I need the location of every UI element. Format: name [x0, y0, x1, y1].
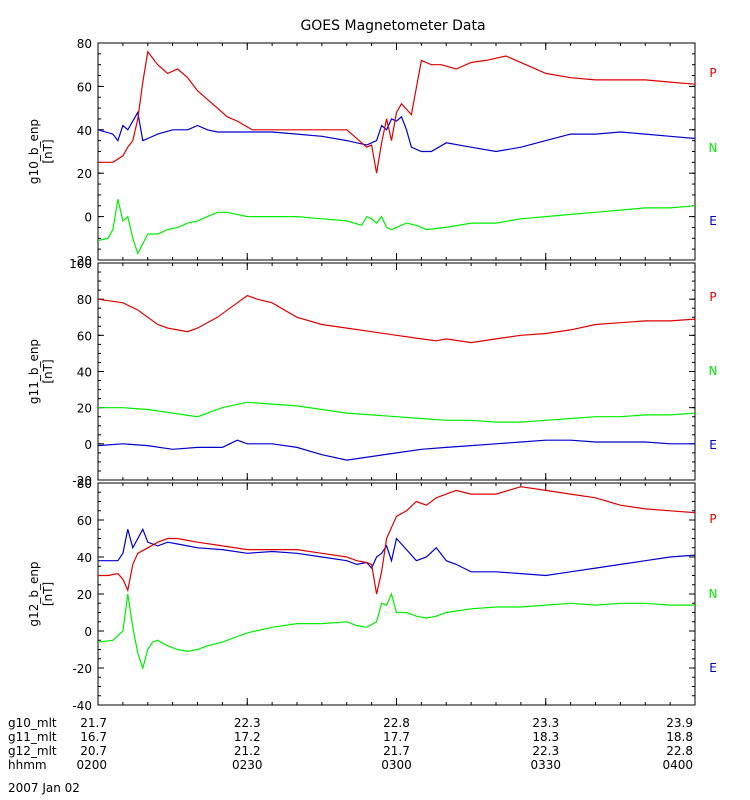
y-tick-label: 0 — [84, 438, 92, 452]
legend-E: E — [709, 214, 717, 228]
x-tick-label: 18.8 — [666, 730, 693, 744]
x-tick-label: 17.2 — [234, 730, 261, 744]
series-line-N — [98, 592, 695, 671]
y-tick-label: 80 — [77, 477, 92, 491]
x-tick-label: 21.7 — [80, 716, 107, 730]
y-tick-label: 100 — [69, 257, 92, 271]
x-row-label: g10_mlt — [8, 716, 57, 730]
x-tick-label: 21.7 — [383, 744, 410, 758]
legend-N: N — [709, 364, 718, 378]
x-tick-label: 23.9 — [666, 716, 693, 730]
chart-title: GOES Magnetometer Data — [300, 18, 485, 34]
y-tick-label: 0 — [84, 211, 92, 225]
x-tick-label: 20.7 — [80, 744, 107, 758]
y-tick-label: 0 — [84, 625, 92, 639]
y-tick-label: 60 — [77, 514, 92, 528]
y-axis-label: g12_b_enp — [27, 561, 41, 626]
legend-P: P — [709, 66, 716, 80]
x-axis-table: g10_mlt 21.7 22.3 22.8 23.3 23.9 g11_mlt 16.7 17… — [8, 716, 693, 772]
series-line-E — [98, 439, 695, 461]
series-line-P — [98, 486, 695, 595]
panel-2: -20 0 20 40 60 80 100 g11_b_enp [nT] P N E — [27, 257, 717, 488]
legend-E: E — [709, 438, 717, 452]
x-row-label: g12_mlt — [8, 744, 57, 758]
panel-3: -40 -20 0 20 40 60 80 g12_b_enp [nT] P N E — [27, 477, 717, 713]
legend-P: P — [709, 512, 716, 526]
y-tick-label: 60 — [77, 329, 92, 343]
date-label: 2007 Jan 02 — [8, 781, 80, 795]
series-line-N — [98, 401, 695, 423]
x-tick-label: 18.3 — [532, 730, 559, 744]
y-tick-label: 40 — [77, 124, 92, 138]
x-tick-label: 22.8 — [666, 744, 693, 758]
series-line-P — [98, 50, 695, 174]
y-tick-label: -40 — [72, 699, 92, 713]
legend-E: E — [709, 661, 717, 675]
x-tick-label: 22.3 — [234, 716, 261, 730]
y-tick-label: 20 — [77, 588, 92, 602]
x-tick-label: 0400 — [662, 758, 693, 772]
x-row-label: hhmm — [8, 758, 47, 772]
x-tick-label: 0230 — [232, 758, 263, 772]
x-tick-label: 16.7 — [80, 730, 107, 744]
x-tick-label: 0200 — [76, 758, 107, 772]
legend-N: N — [709, 587, 718, 601]
legend-P: P — [709, 290, 716, 304]
y-axis-units: [nT] — [41, 582, 55, 606]
series-line-P — [98, 294, 695, 344]
y-tick-label: 40 — [77, 366, 92, 380]
series-line-E — [98, 110, 695, 153]
y-tick-label: 80 — [77, 293, 92, 307]
x-tick-label: 22.8 — [383, 716, 410, 730]
panel-1: -20 0 20 40 60 80 g10_b_enp [nT] P N E — [27, 37, 717, 268]
y-tick-label: -20 — [72, 254, 92, 268]
y-tick-label: 20 — [77, 167, 92, 181]
x-tick-label: 17.7 — [383, 730, 410, 744]
y-tick-label: -20 — [72, 662, 92, 676]
x-row-label: g11_mlt — [8, 730, 57, 744]
x-tick-label: 0330 — [530, 758, 561, 772]
y-axis-label: g10_b_enp — [27, 119, 41, 184]
legend-N: N — [709, 141, 718, 155]
y-tick-label: 80 — [77, 37, 92, 51]
y-axis-units: [nT] — [41, 139, 55, 163]
series-line-N — [98, 199, 695, 256]
y-tick-label: 20 — [77, 402, 92, 416]
x-tick-label: 23.3 — [532, 716, 559, 730]
x-tick-label: 0300 — [381, 758, 412, 772]
series-line-E — [98, 527, 695, 577]
y-axis-units: [nT] — [41, 359, 55, 383]
y-tick-label: -20 — [72, 474, 92, 488]
x-tick-label: 21.2 — [234, 744, 261, 758]
x-tick-label: 22.3 — [532, 744, 559, 758]
y-tick-label: 60 — [77, 80, 92, 94]
panel-frame — [97, 262, 696, 481]
y-tick-label: 40 — [77, 551, 92, 565]
y-axis-label: g11_b_enp — [27, 339, 41, 404]
